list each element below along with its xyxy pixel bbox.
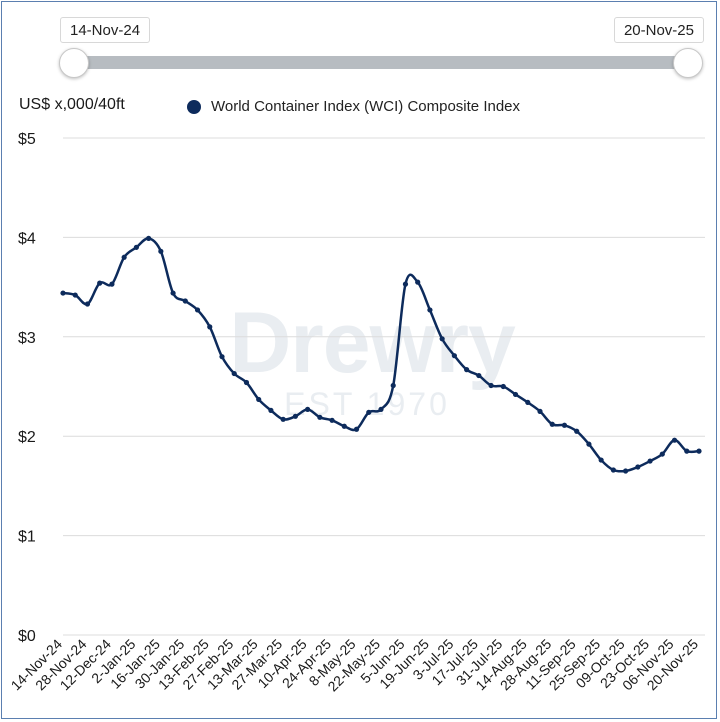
data-point[interactable]: [133, 244, 139, 250]
data-point[interactable]: [207, 324, 213, 330]
data-point[interactable]: [366, 409, 372, 415]
y-tick-label: $1: [18, 529, 36, 546]
range-slider-end-handle[interactable]: [673, 48, 703, 78]
data-point[interactable]: [292, 413, 298, 419]
slider-end-date: 20-Nov-25: [613, 17, 704, 43]
slider-start-date: 14-Nov-24: [60, 17, 151, 43]
data-point[interactable]: [537, 408, 543, 414]
data-point[interactable]: [97, 280, 103, 286]
data-point[interactable]: [476, 372, 482, 379]
legend[interactable]: World Container Index (WCI) Composite In…: [187, 98, 520, 115]
data-point[interactable]: [268, 407, 274, 413]
data-point[interactable]: [305, 406, 311, 412]
y-tick-label: $4: [18, 230, 36, 247]
data-point[interactable]: [60, 290, 66, 296]
y-tick-label: $5: [18, 131, 36, 148]
range-slider-track[interactable]: [74, 56, 688, 69]
data-point[interactable]: [623, 468, 629, 474]
data-point[interactable]: [317, 414, 323, 420]
data-point[interactable]: [182, 298, 188, 304]
series-points: [60, 235, 702, 474]
data-point[interactable]: [402, 281, 409, 287]
data-point[interactable]: [280, 416, 286, 422]
data-point[interactable]: [219, 354, 225, 360]
data-point[interactable]: [84, 301, 91, 307]
data-point[interactable]: [635, 464, 641, 470]
data-point[interactable]: [109, 281, 115, 287]
y-axis-ticks: $0 $1 $2 $3 $4 $5: [18, 131, 36, 645]
data-point[interactable]: [72, 292, 78, 298]
data-point[interactable]: [488, 382, 494, 389]
data-point[interactable]: [329, 417, 335, 423]
data-point[interactable]: [671, 437, 678, 443]
data-point[interactable]: [427, 307, 433, 313]
y-tick-label: $0: [18, 628, 36, 645]
legend-marker: [187, 99, 201, 114]
data-point[interactable]: [194, 307, 201, 313]
data-point[interactable]: [378, 406, 384, 412]
data-point[interactable]: [561, 422, 568, 428]
data-point[interactable]: [500, 383, 506, 390]
data-point[interactable]: [341, 423, 347, 429]
data-point[interactable]: [549, 421, 555, 427]
data-point[interactable]: [610, 467, 616, 473]
data-point[interactable]: [586, 441, 592, 447]
data-point[interactable]: [231, 370, 237, 377]
data-point[interactable]: [256, 396, 262, 403]
data-point[interactable]: [574, 428, 580, 434]
range-slider-start-handle[interactable]: [59, 48, 89, 78]
data-point[interactable]: [146, 235, 152, 241]
x-axis-ticks: 14-Nov-2428-Nov-2412-Dec-242-Jan-2516-Ja…: [8, 636, 702, 695]
data-point[interactable]: [647, 458, 653, 464]
data-point[interactable]: [390, 382, 396, 389]
data-point[interactable]: [451, 353, 457, 359]
y-axis-unit-label: US$ x,000/40ft: [19, 96, 125, 113]
gridlines: [63, 137, 705, 636]
data-point[interactable]: [512, 391, 519, 398]
data-point[interactable]: [684, 448, 690, 454]
data-point[interactable]: [598, 457, 604, 463]
data-point[interactable]: [170, 290, 176, 296]
data-point[interactable]: [415, 279, 421, 285]
y-tick-label: $2: [18, 429, 36, 446]
data-point[interactable]: [158, 248, 164, 254]
data-point[interactable]: [439, 336, 445, 342]
data-point[interactable]: [659, 451, 665, 457]
data-point[interactable]: [353, 426, 360, 432]
data-point[interactable]: [525, 399, 531, 406]
legend-label: World Container Index (WCI) Composite In…: [211, 98, 521, 115]
data-point[interactable]: [243, 379, 250, 386]
y-tick-label: $3: [18, 330, 36, 347]
data-point[interactable]: [696, 448, 702, 454]
data-point[interactable]: [464, 367, 470, 373]
data-point[interactable]: [121, 254, 127, 260]
